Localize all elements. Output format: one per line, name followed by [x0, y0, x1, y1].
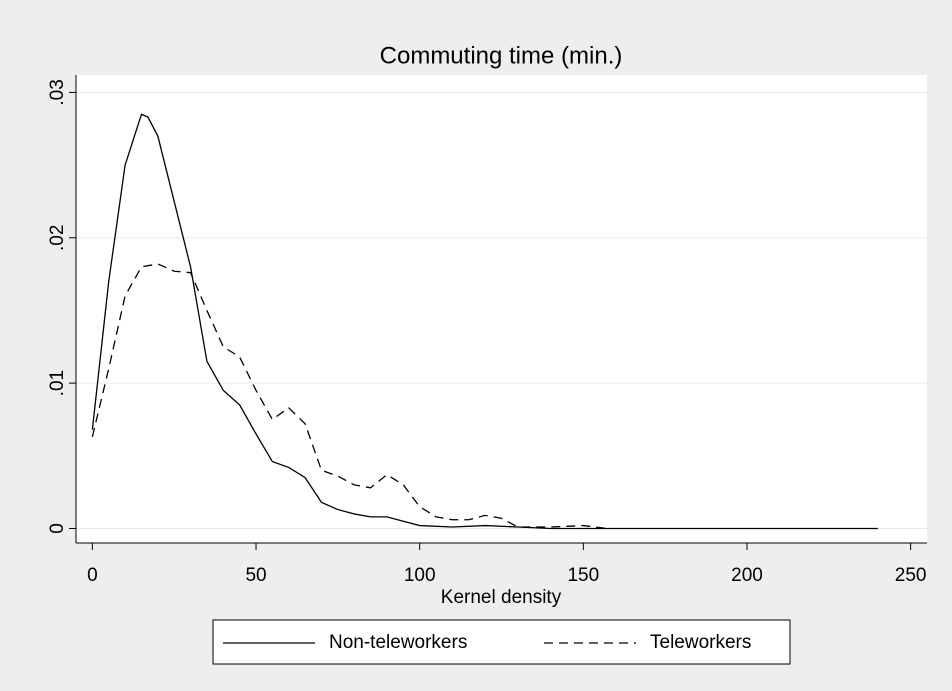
chart-title: Commuting time (min.): [380, 42, 623, 69]
plot-area: [76, 75, 927, 543]
x-tick-label: 0: [87, 565, 98, 586]
y-tick-label: .02: [47, 225, 68, 251]
x-tick-label: 150: [567, 565, 599, 586]
legend-label: Non-teleworkers: [329, 632, 467, 653]
y-tick-label: 0: [47, 523, 68, 534]
x-tick-label: 50: [245, 565, 266, 586]
series-line: [91, 263, 607, 530]
x-tick-label: 100: [404, 565, 436, 586]
series-line: [91, 113, 878, 530]
x-tick-label: 200: [731, 565, 763, 586]
x-axis-label: Kernel density: [441, 587, 562, 608]
x-tick-label: 250: [895, 565, 927, 586]
y-tick-label: .03: [47, 79, 68, 105]
legend-box: [212, 619, 791, 665]
y-tick-label: .01: [47, 370, 68, 396]
legend-label: Teleworkers: [650, 632, 751, 653]
